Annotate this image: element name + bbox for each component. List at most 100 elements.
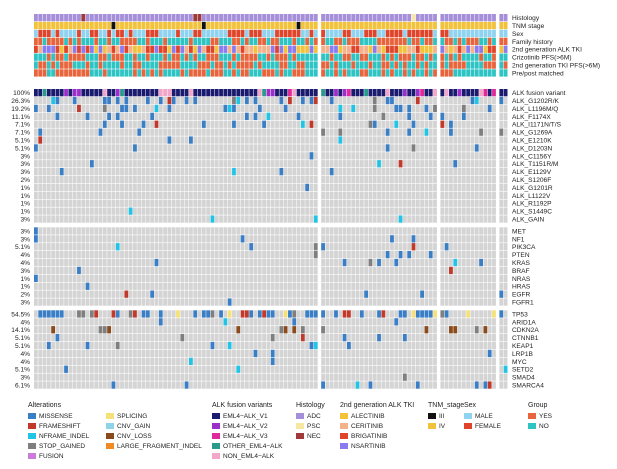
alteration-cell: [499, 128, 504, 136]
alteration-cell: [253, 243, 258, 251]
alteration-cell: [466, 341, 471, 350]
alteration-cell: [321, 175, 325, 184]
alteration-cell: [193, 191, 198, 199]
annotation-cell: [77, 29, 81, 38]
alteration-cell: [503, 104, 508, 113]
alteration-cell: [120, 334, 124, 342]
alteration-cell: [81, 183, 86, 192]
alteration-cell: [158, 298, 163, 306]
alteration-cell: [59, 318, 64, 326]
alteration-cell: [440, 341, 445, 350]
alteration-cell: [180, 120, 185, 128]
annotation-cell: [487, 29, 492, 38]
alteration-cell: [342, 349, 347, 358]
alteration-cell: [292, 120, 297, 128]
annotation-cell: [321, 61, 325, 69]
annotation-cell: [415, 29, 420, 38]
alteration-cell: [137, 89, 142, 97]
alteration-cell: [424, 381, 429, 389]
alteration-cell: [257, 175, 262, 184]
alteration-cell: [257, 334, 262, 342]
alteration-cell: [107, 215, 111, 223]
alteration-cell: [364, 120, 369, 128]
alteration-cell: [77, 373, 81, 381]
alteration-cell: [270, 152, 275, 160]
alteration-cell: [64, 112, 68, 120]
alteration-cell: [206, 89, 211, 97]
alteration-cell: [85, 160, 90, 168]
alteration-cell: [133, 89, 137, 97]
annotation-cell: [89, 14, 94, 22]
alteration-cell: [503, 199, 508, 207]
alteration-cell: [411, 310, 416, 318]
alteration-cell: [197, 326, 202, 334]
alteration-cell: [355, 381, 360, 389]
alteration-cell: [407, 152, 412, 160]
alteration-cell: [325, 290, 330, 298]
alteration-cell: [210, 373, 215, 381]
annotation-cell: [42, 37, 47, 45]
annotation-cell: [440, 53, 445, 61]
alteration-cell: [249, 104, 254, 113]
annotation-cell: [398, 37, 403, 45]
alteration-cell: [466, 104, 471, 113]
alteration-cell: [487, 227, 492, 235]
alteration-cell: [77, 227, 81, 235]
alteration-cell: [385, 318, 390, 326]
alteration-cell: [305, 341, 310, 350]
annotation-cell: [227, 21, 232, 30]
alteration-cell: [145, 341, 150, 350]
alteration-cell: [470, 191, 475, 199]
alteration-cell: [407, 136, 412, 144]
alteration-cell: [325, 326, 330, 334]
alteration-cell: [424, 318, 429, 326]
alteration-cell: [193, 112, 198, 120]
alteration-cell: [94, 243, 99, 251]
alteration-cell: [381, 144, 386, 152]
alteration-cell: [449, 104, 453, 113]
annotation-cell: [283, 37, 288, 45]
alteration-cell: [227, 274, 232, 282]
alteration-cell: [453, 318, 458, 326]
annotation-cell: [55, 45, 60, 53]
alteration-cell: [444, 128, 449, 136]
alteration-cell: [461, 274, 466, 282]
alteration-cell: [390, 290, 394, 298]
alteration-cell: [351, 160, 356, 168]
alteration-cell: [158, 207, 163, 215]
alteration-cell: [503, 266, 508, 275]
alteration-cell: [98, 152, 103, 160]
alteration-cell: [381, 318, 386, 326]
alteration-cell: [137, 318, 142, 326]
annotation-cell: [390, 21, 394, 30]
gene-label: ARID1A: [512, 319, 536, 326]
alteration-cell: [377, 144, 381, 152]
alteration-cell: [72, 373, 77, 381]
alteration-cell: [42, 258, 47, 267]
alteration-cell: [300, 266, 305, 275]
alteration-cell: [334, 326, 338, 334]
alteration-cell: [158, 199, 163, 207]
annotation-cell: [398, 29, 403, 38]
alteration-cell: [470, 258, 475, 267]
alteration-cell: [145, 89, 150, 97]
alteration-cell: [398, 381, 403, 389]
alteration-cell: [275, 128, 279, 136]
alteration-cell: [364, 175, 369, 184]
alteration-cell: [487, 373, 492, 381]
annotation-cell: [85, 29, 90, 38]
alteration-cell: [232, 152, 236, 160]
alteration-cell: [411, 318, 416, 326]
alteration-cell: [428, 349, 433, 358]
alteration-cell: [128, 266, 133, 275]
alteration-cell: [487, 349, 492, 358]
alteration-cell: [206, 258, 211, 267]
alteration-cell: [236, 341, 241, 350]
alteration-cell: [111, 183, 116, 192]
alteration-cell: [449, 349, 453, 358]
annotation-cell: [266, 61, 271, 69]
alteration-cell: [420, 207, 424, 215]
alteration-cell: [150, 160, 155, 168]
alteration-cell: [38, 96, 43, 105]
alteration-cell: [483, 310, 488, 318]
